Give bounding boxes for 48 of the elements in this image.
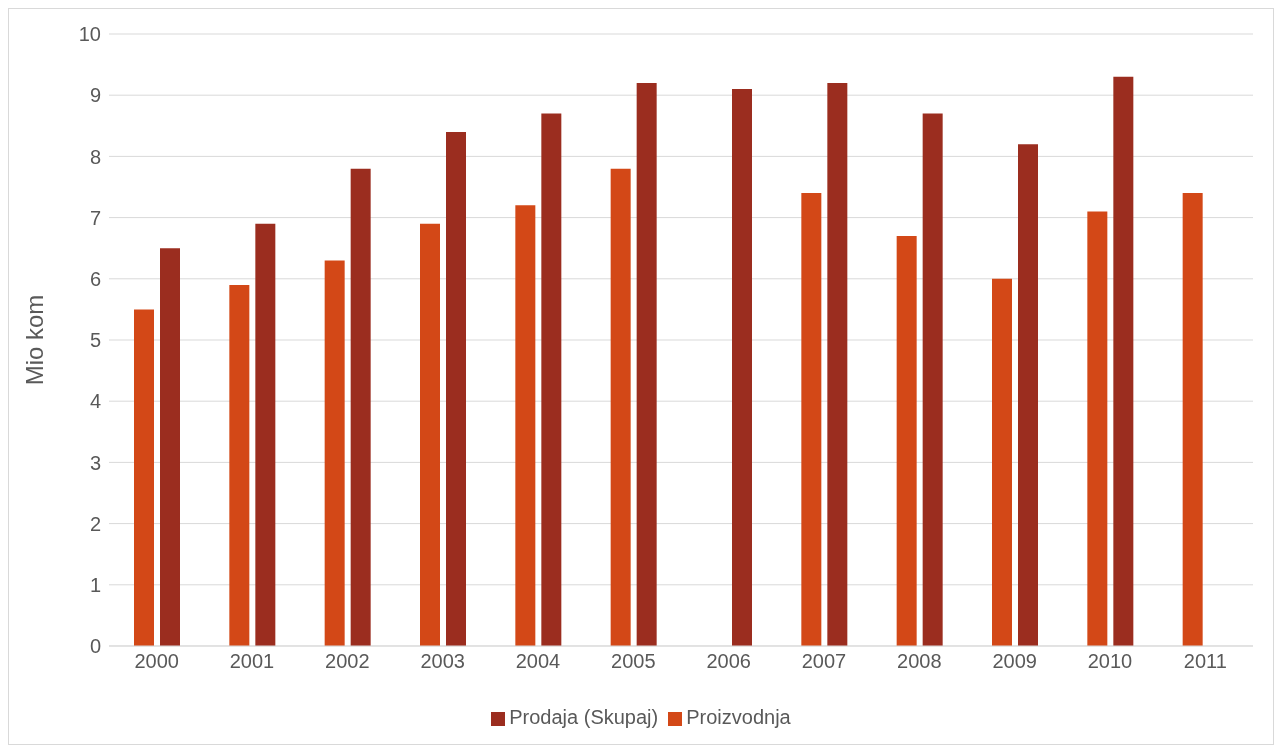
x-tick-label: 2001 (229, 650, 275, 673)
y-tick-label: 4 (89, 390, 101, 413)
bar (1113, 76, 1134, 646)
x-tick-label: 2003 (420, 650, 465, 673)
x-tick-label: 2002 (325, 650, 370, 673)
bar (134, 309, 154, 646)
bar (732, 89, 752, 646)
bar (229, 284, 250, 646)
x-tick-label: 2008 (897, 650, 942, 673)
bar (324, 260, 345, 646)
y-tick-label: 10 (78, 23, 101, 46)
y-tick-label: 3 (89, 451, 101, 474)
x-tick-label: 2000 (134, 650, 179, 673)
bar (1182, 193, 1203, 646)
y-tick-label: 8 (89, 145, 101, 168)
bar (610, 168, 631, 646)
bar (446, 131, 466, 646)
bar (160, 248, 180, 646)
bar (896, 235, 917, 646)
bar (1087, 211, 1108, 646)
bar (515, 205, 536, 646)
bar (1018, 144, 1038, 646)
y-axis-title: Mio kom (20, 294, 48, 386)
legend-label: Prodaja (Skupaj) (509, 706, 659, 728)
bar (420, 223, 440, 646)
x-tick-label: 2004 (515, 650, 561, 673)
x-tick-label: 2007 (801, 650, 847, 673)
x-tick-label: 2006 (706, 650, 751, 673)
x-tick-label: 2009 (992, 650, 1037, 673)
bar (541, 113, 562, 646)
y-tick-label: 7 (89, 206, 101, 229)
bar (992, 278, 1012, 646)
x-tick-label: 2005 (611, 650, 656, 673)
bar (922, 113, 943, 646)
y-tick-label: 1 (89, 573, 101, 596)
bar (636, 82, 657, 646)
bar (255, 223, 276, 646)
y-tick-label: 6 (89, 267, 101, 290)
x-tick-label: 2010 (1087, 650, 1133, 673)
y-tick-label: 5 (89, 329, 101, 352)
legend-label: Proizvodnja (686, 706, 791, 728)
bar (350, 168, 371, 646)
y-tick-label: 0 (89, 635, 101, 658)
y-tick-label: 2 (89, 512, 101, 535)
bar (827, 82, 848, 646)
bar (801, 193, 822, 646)
y-tick-label: 9 (89, 84, 101, 107)
x-tick-label: 2011 (1183, 650, 1227, 673)
